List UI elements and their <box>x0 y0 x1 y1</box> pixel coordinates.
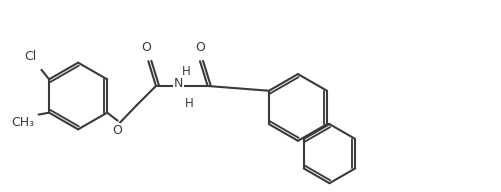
Text: N: N <box>174 77 183 90</box>
Text: H: H <box>182 65 190 78</box>
Text: O: O <box>141 41 151 54</box>
Text: Cl: Cl <box>25 50 37 63</box>
Text: O: O <box>113 124 123 137</box>
Text: H: H <box>185 97 194 110</box>
Text: CH₃: CH₃ <box>12 117 35 129</box>
Text: O: O <box>195 41 205 54</box>
